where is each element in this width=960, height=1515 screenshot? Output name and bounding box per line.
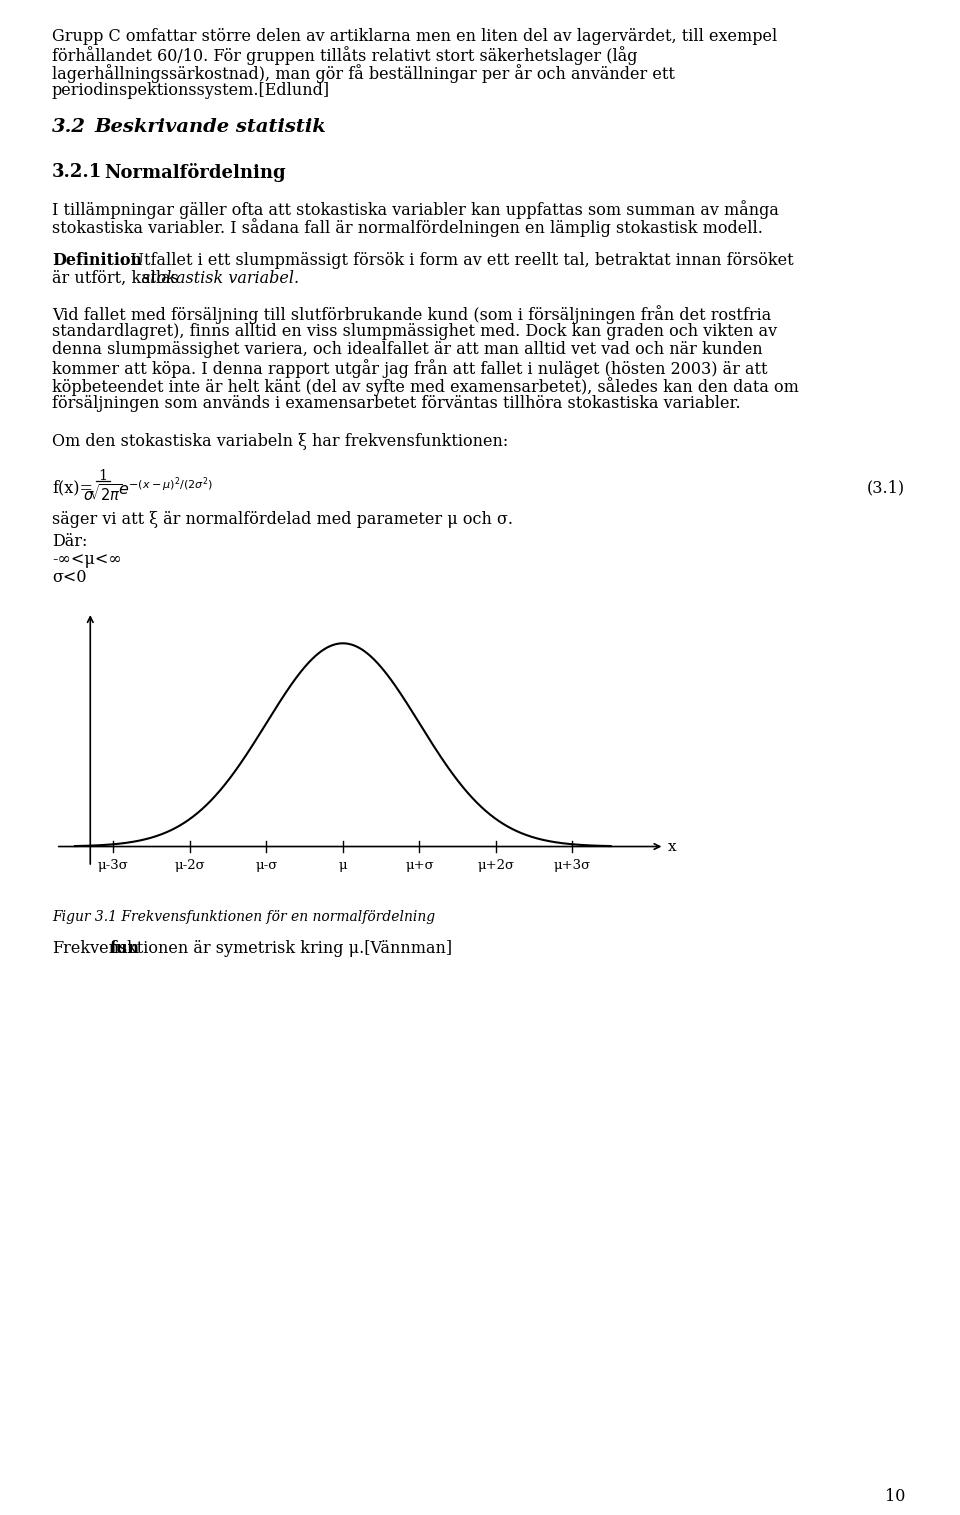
Text: försäljningen som används i examensarbetet förväntas tillhöra stokastiska variab: försäljningen som används i examensarbet… [52,395,740,412]
Text: 10: 10 [884,1488,905,1504]
Text: lagerhållningssärkostnad), man gör få beställningar per år och använder ett: lagerhållningssärkostnad), man gör få be… [52,64,675,83]
Text: μ-σ: μ-σ [255,859,277,873]
Text: μ: μ [339,859,348,873]
Text: 3.2: 3.2 [52,118,86,136]
Text: är utfört, kallas: är utfört, kallas [52,270,184,286]
Text: denna slumpmässighet variera, och idealfallet är att man alltid vet vad och när : denna slumpmässighet variera, och idealf… [52,341,762,358]
Text: säger vi att ξ är normalfördelad med parameter μ och σ.: säger vi att ξ är normalfördelad med par… [52,511,513,529]
Text: μ+3σ: μ+3σ [554,859,591,873]
Text: f(x)=: f(x)= [52,479,93,495]
Text: Vid fallet med försäljning till slutförbrukande kund (som i försäljningen från d: Vid fallet med försäljning till slutförb… [52,305,771,324]
Text: ktionen är symetrisk kring μ.[Vännman]: ktionen är symetrisk kring μ.[Vännman] [127,939,452,957]
Text: Frekvens: Frekvens [52,939,128,957]
Text: $\sigma\!\sqrt{2\pi}$: $\sigma\!\sqrt{2\pi}$ [84,483,123,504]
Text: Grupp C omfattar större delen av artiklarna men en liten del av lagervärdet, til: Grupp C omfattar större delen av artikla… [52,27,778,45]
Text: I tillämpningar gäller ofta att stokastiska variabler kan uppfattas som summan a: I tillämpningar gäller ofta att stokasti… [52,200,779,218]
Text: σ<0: σ<0 [52,570,86,586]
Text: köpbeteendet inte är helt känt (del av syfte med examensarbetet), således kan de: köpbeteendet inte är helt känt (del av s… [52,377,799,395]
Text: $e^{-(x-\mu)^2/(2\sigma^2)}$: $e^{-(x-\mu)^2/(2\sigma^2)}$ [118,476,213,498]
Text: Där:: Där: [52,533,87,550]
Text: μ+σ: μ+σ [405,859,434,873]
Text: μ+2σ: μ+2σ [477,859,515,873]
Text: : Utfallet i ett slumpmässigt försök i form av ett reellt tal, betraktat innan f: : Utfallet i ett slumpmässigt försök i f… [120,251,794,270]
Text: Definition: Definition [52,251,142,270]
Text: 1: 1 [99,470,108,483]
Text: stokastiska variabler. I sådana fall är normalfördelningen en lämplig stokastisk: stokastiska variabler. I sådana fall är … [52,218,763,236]
Text: stokastisk variabel.: stokastisk variabel. [142,270,300,286]
Text: (3.1): (3.1) [867,479,905,495]
Text: μ-2σ: μ-2σ [175,859,205,873]
Text: μ-3σ: μ-3σ [98,859,129,873]
Text: Beskrivande statistik: Beskrivande statistik [94,118,325,136]
Text: förhållandet 60/10. För gruppen tillåts relativt stort säkerhetslager (låg: förhållandet 60/10. För gruppen tillåts … [52,45,637,65]
Text: Om den stokastiska variabeln ξ har frekvensfunktionen:: Om den stokastiska variabeln ξ har frekv… [52,433,508,450]
Text: 3.2.1: 3.2.1 [52,164,103,180]
Text: standardlagret), finns alltid en viss slumpmässighet med. Dock kan graden och vi: standardlagret), finns alltid en viss sl… [52,323,778,339]
Text: fun: fun [109,939,139,957]
Text: kommer att köpa. I denna rapport utgår jag från att fallet i nuläget (hösten 200: kommer att köpa. I denna rapport utgår j… [52,359,767,377]
Text: Normalfördelning: Normalfördelning [104,164,286,182]
Text: periodinspektionssystem.[Edlund]: periodinspektionssystem.[Edlund] [52,82,330,98]
Text: f(x): f(x) [72,614,100,632]
Text: Figur 3.1 Frekvensfunktionen för en normalfördelning: Figur 3.1 Frekvensfunktionen för en norm… [52,911,435,924]
Text: x: x [668,839,677,853]
Text: -∞<μ<∞: -∞<μ<∞ [52,551,122,568]
